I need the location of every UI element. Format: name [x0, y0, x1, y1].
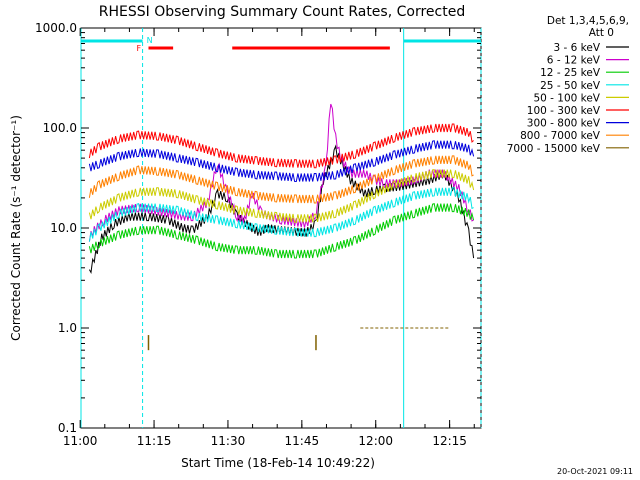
series-line-9 — [147, 327, 449, 351]
series-line-2 — [88, 103, 474, 242]
legend-label: 6 - 12 keV — [547, 55, 601, 67]
legend-header-line-2: Att 0 — [589, 27, 614, 39]
flare-label: F — [136, 44, 141, 53]
series-line-5 — [88, 169, 475, 223]
y-tick-label: 1000.0 — [35, 21, 77, 35]
series-line-3 — [88, 202, 475, 259]
x-tick-label: 11:00 — [63, 434, 98, 448]
y-tick-label: 100.0 — [43, 121, 77, 135]
legend-header-line-1: Det 1,3,4,5,6,9, — [547, 15, 629, 27]
axes-layer: 0.1 1.0 10.0 100.0 1000.0 11:00 11:15 11:30 11:4… — [35, 21, 481, 448]
y-tick-label: 10.0 — [50, 221, 77, 235]
series-line-8 — [88, 155, 474, 204]
legend-label: 50 - 100 keV — [533, 92, 600, 104]
chart-title: RHESSI Observing Summary Count Rates, Co… — [99, 4, 465, 20]
x-tick-label: 12:15 — [432, 434, 467, 448]
y-axis-label: Corrected Count Rate (s⁻¹ detector⁻¹) — [9, 115, 23, 341]
legend-label: 800 - 7000 keV — [520, 130, 601, 142]
x-tick-label: 12:00 — [358, 434, 393, 448]
y-tick-label: 1.0 — [58, 321, 77, 335]
legend-label: 25 - 50 keV — [540, 80, 601, 92]
night-label: N — [147, 36, 153, 45]
timestamp: 20-Oct-2021 09:11 — [557, 467, 633, 476]
legend-label: 3 - 6 keV — [553, 42, 600, 54]
legend-label: 12 - 25 keV — [540, 67, 601, 79]
legend-label: 100 - 300 keV — [527, 105, 601, 117]
legend-label: 7000 - 15000 keV — [507, 143, 601, 155]
series-layer — [88, 103, 475, 351]
series-line-7 — [88, 140, 475, 183]
y-tick-label: 0.1 — [58, 421, 77, 435]
legend-label: 300 - 800 keV — [527, 118, 601, 130]
x-axis-label: Start Time (18-Feb-14 10:49:22) — [181, 456, 375, 470]
series-line-6 — [88, 123, 474, 169]
x-tick-label: 11:15 — [137, 434, 172, 448]
x-tick-label: 11:45 — [285, 434, 320, 448]
series-line-4 — [88, 187, 474, 242]
x-tick-label: 11:30 — [211, 434, 246, 448]
